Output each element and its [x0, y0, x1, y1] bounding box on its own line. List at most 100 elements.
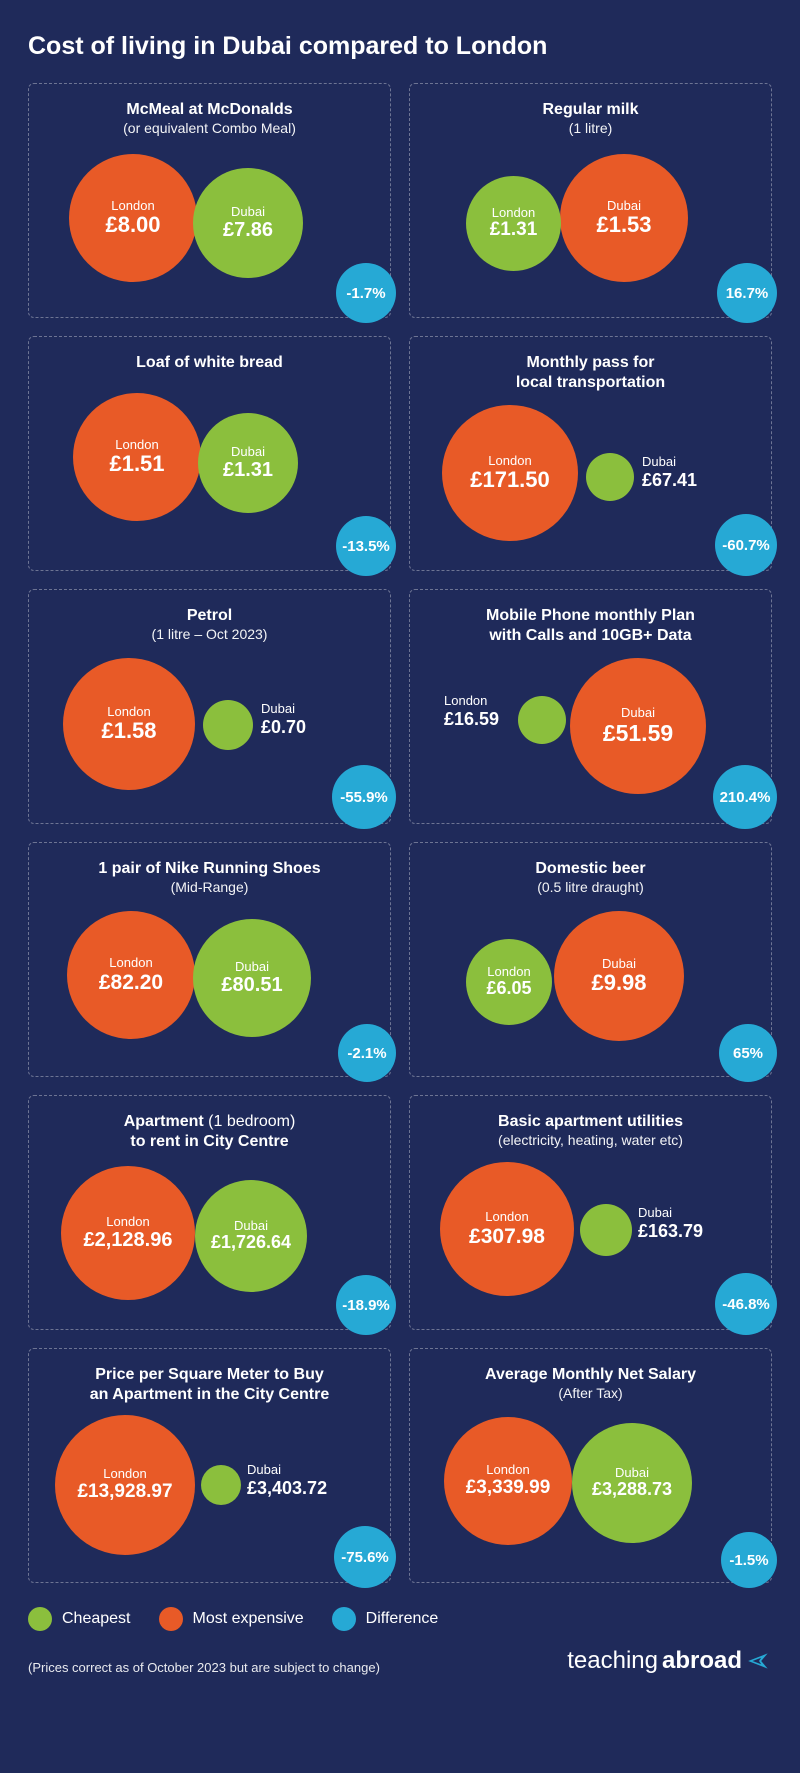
dubai-bubble: Dubai£7.86 — [193, 168, 303, 278]
bubble-area: London£1.51 Dubai£1.31 — [43, 373, 376, 543]
london-bubble: London£1.58 — [63, 658, 195, 790]
comparison-card: Price per Square Meter to Buyan Apartmen… — [28, 1348, 391, 1583]
price-value: £307.98 — [469, 1225, 545, 1248]
bubble-area: London£82.20Dubai£80.51 — [43, 895, 376, 1065]
city-label: Dubai — [642, 455, 697, 470]
card-header: Price per Square Meter to Buyan Apartmen… — [43, 1365, 376, 1405]
dubai-bubble: Dubai£1.53 — [560, 154, 688, 282]
plane-icon — [746, 1648, 772, 1674]
card-header: Monthly pass forlocal transportation — [424, 353, 757, 393]
brand-logo: teachingabroad — [567, 1647, 772, 1675]
city-label: London — [107, 705, 150, 719]
card-title-line2: local transportation — [424, 373, 757, 393]
dubai-bubble: Dubai£1,726.64 — [195, 1180, 307, 1292]
card-subtitle: (1 litre) — [424, 120, 757, 136]
bubble-area: Dubai£1.53London£1.31 — [424, 136, 757, 306]
card-subtitle: (1 litre – Oct 2023) — [43, 626, 376, 642]
dubai-bubble — [580, 1204, 632, 1256]
difference-badge: -18.9% — [336, 1275, 396, 1335]
london-bubble — [518, 696, 566, 744]
bubble-area: Dubai£51.59 London£16.59 — [424, 646, 757, 816]
price-value: £80.51 — [221, 974, 282, 996]
page-title: Cost of living in Dubai compared to Lond… — [28, 32, 772, 61]
external-label: Dubai£0.70 — [261, 702, 306, 738]
legend-difference: Difference — [332, 1607, 439, 1631]
bubble-area: London£8.00 Dubai£7.86 — [43, 136, 376, 306]
price-value: £3,288.73 — [592, 1480, 672, 1500]
dubai-bubble: Dubai£51.59 — [570, 658, 706, 794]
london-bubble: London£1.31 — [466, 176, 561, 271]
city-label: London — [106, 1215, 149, 1229]
city-label: London — [488, 454, 531, 468]
external-label: London£16.59 — [444, 694, 499, 730]
comparison-card: Average Monthly Net Salary(After Tax) Lon… — [409, 1348, 772, 1583]
comparison-card: Apartment (1 bedroom)to rent in City Cen… — [28, 1095, 391, 1330]
card-title: Average Monthly Net Salary — [424, 1365, 757, 1385]
external-label: Dubai£67.41 — [642, 455, 697, 491]
city-label: Dubai — [235, 960, 269, 974]
footnote: (Prices correct as of October 2023 but a… — [28, 1660, 380, 1675]
city-label: Dubai — [638, 1206, 703, 1221]
price-value: £6.05 — [486, 979, 531, 999]
bubble-area: London£13,928.97Dubai£3,403.72 — [43, 1405, 376, 1575]
price-value: £16.59 — [444, 709, 499, 730]
card-title: McMeal at McDonalds — [43, 100, 376, 120]
dubai-bubble — [201, 1465, 241, 1505]
city-label: Dubai — [602, 957, 636, 971]
card-title: Apartment (1 bedroom) — [43, 1112, 376, 1132]
city-label: Dubai — [615, 1466, 649, 1480]
card-title-line2: an Apartment in the City Centre — [43, 1385, 376, 1405]
london-bubble: London£1.51 — [73, 393, 201, 521]
london-bubble: London£171.50 — [442, 405, 578, 541]
bubble-area: Dubai£9.98London£6.05 — [424, 895, 757, 1065]
card-title: Monthly pass for — [424, 353, 757, 373]
price-value: £1.53 — [596, 213, 651, 237]
price-value: £0.70 — [261, 717, 306, 738]
comparison-card: McMeal at McDonalds(or equivalent Combo … — [28, 83, 391, 318]
city-label: London — [487, 965, 530, 979]
card-subtitle: (0.5 litre draught) — [424, 879, 757, 895]
card-subtitle: (After Tax) — [424, 1385, 757, 1401]
external-label: Dubai£3,403.72 — [247, 1463, 327, 1499]
external-label: Dubai£163.79 — [638, 1206, 703, 1242]
price-value: £82.20 — [99, 971, 163, 994]
card-subtitle: (electricity, heating, water etc) — [424, 1132, 757, 1148]
card-title: Basic apartment utilities — [424, 1112, 757, 1132]
price-value: £13,928.97 — [77, 1482, 172, 1503]
card-header: Apartment (1 bedroom)to rent in City Cen… — [43, 1112, 376, 1152]
dubai-bubble: Dubai£3,288.73 — [572, 1423, 692, 1543]
comparison-grid: McMeal at McDonalds(or equivalent Combo … — [28, 83, 772, 1583]
comparison-card: Regular milk(1 litre)Dubai£1.53London£1.… — [409, 83, 772, 318]
london-bubble: London£6.05 — [466, 939, 552, 1025]
london-bubble: London£3,339.99 — [444, 1417, 572, 1545]
dubai-bubble: Dubai£9.98 — [554, 911, 684, 1041]
legend-difference-label: Difference — [366, 1610, 439, 1628]
price-value: £8.00 — [105, 213, 160, 237]
card-header: Regular milk(1 litre) — [424, 100, 757, 136]
price-value: £9.98 — [591, 971, 646, 995]
comparison-card: Mobile Phone monthly Planwith Calls and … — [409, 589, 772, 824]
dot-difference-icon — [332, 1607, 356, 1631]
comparison-card: Loaf of white breadLondon£1.51Dubai£1.31… — [28, 336, 391, 571]
price-value: £1.31 — [223, 459, 273, 481]
difference-badge: -1.5% — [721, 1532, 777, 1588]
comparison-card: 1 pair of Nike Running Shoes(Mid-Range)L… — [28, 842, 391, 1077]
legend-expensive: Most expensive — [159, 1607, 304, 1631]
card-subtitle: (or equivalent Combo Meal) — [43, 120, 376, 136]
card-header: Average Monthly Net Salary(After Tax) — [424, 1365, 757, 1401]
bubble-area: London£1.58 Dubai£0.70 — [43, 642, 376, 812]
brand-part2: abroad — [662, 1647, 742, 1675]
card-header: McMeal at McDonalds(or equivalent Combo … — [43, 100, 376, 136]
card-title-line2: to rent in City Centre — [43, 1132, 376, 1152]
difference-badge: -13.5% — [336, 516, 396, 576]
card-title: Regular milk — [424, 100, 757, 120]
footer: (Prices correct as of October 2023 but a… — [28, 1647, 772, 1675]
difference-badge: 65% — [719, 1024, 777, 1082]
bubble-area: London£3,339.99Dubai£3,288.73 — [424, 1401, 757, 1571]
city-label: London — [111, 199, 154, 213]
price-value: £1.51 — [109, 452, 164, 476]
price-value: £163.79 — [638, 1221, 703, 1242]
city-label: Dubai — [231, 445, 265, 459]
card-header: 1 pair of Nike Running Shoes(Mid-Range) — [43, 859, 376, 895]
dot-expensive-icon — [159, 1607, 183, 1631]
